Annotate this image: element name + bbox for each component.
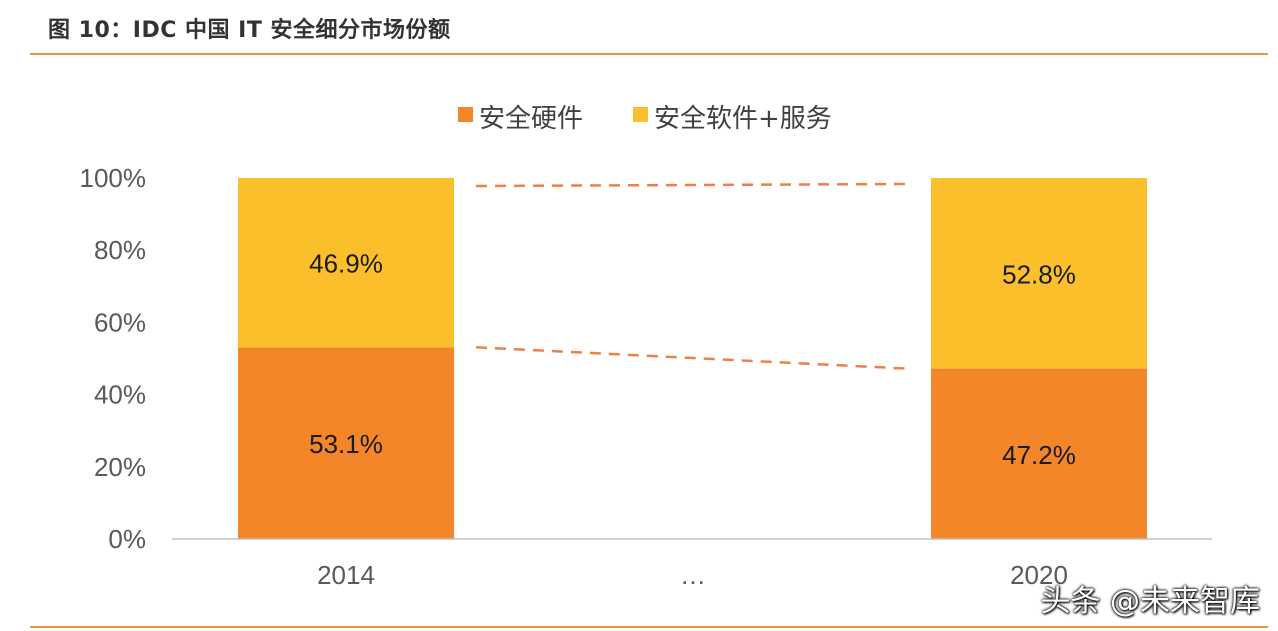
connector-lines [475,182,908,370]
y-tick-label: 20% [94,452,146,482]
data-label: 47.2% [1002,440,1076,470]
legend-label-1: 安全硬件 [479,104,583,134]
bar-segment-software-2014 [238,178,454,348]
bar-segment-software-2020 [931,178,1147,369]
data-label: 46.9% [309,249,383,279]
chart-legend: 安全硬件 安全软件+服务 [458,104,832,134]
bar-segment-hardware-2014 [238,347,454,539]
top-divider [30,53,1268,55]
figure-title: 图 10：IDC 中国 IT 安全细分市场份额 [48,18,451,43]
data-label: 53.1% [309,429,383,459]
y-tick-label: 80% [94,235,146,265]
y-axis: 0% 20% 40% 60% 80% 100% [80,163,147,554]
x-axis: 2014 … 2020 [172,538,1212,590]
y-tick-label: 0% [108,524,146,554]
legend-swatch-2 [633,107,648,122]
data-labels: 53.1% 46.9% 47.2% 52.8% [309,249,1076,470]
y-tick-label: 100% [80,163,147,193]
watermark: 头条 @未来智库 [1040,584,1260,619]
connector-line-hardware [475,346,908,370]
y-tick-label: 60% [94,307,146,337]
bars [238,178,1147,539]
x-tick-label: 2014 [317,560,375,590]
bottom-divider [30,626,1268,628]
connector-line-total [475,182,908,188]
stacked-bar-chart: 安全硬件 安全软件+服务 0% 20% 40% 60% 80% 100% 53.1% 46.9… [80,104,1212,590]
x-tick-label: 2020 [1010,560,1068,590]
legend-label-2: 安全软件+服务 [654,104,832,134]
bar-segment-hardware-2020 [931,368,1147,539]
y-tick-label: 40% [94,380,146,410]
legend-swatch-1 [458,107,473,122]
x-tick-label: … [680,560,706,590]
data-label: 52.8% [1002,259,1076,289]
